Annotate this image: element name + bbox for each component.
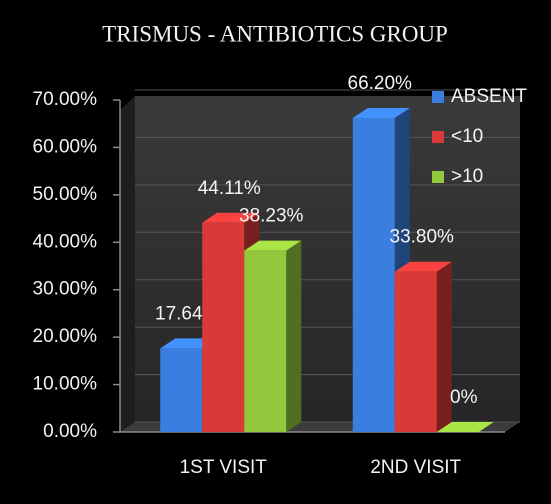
y-tick-label: 70.00% bbox=[33, 89, 98, 110]
y-tick-label: 30.00% bbox=[33, 279, 98, 300]
y-tick-label: 50.00% bbox=[33, 184, 98, 205]
y-tick-label: 10.00% bbox=[33, 374, 98, 395]
legend-label: >10 bbox=[451, 166, 483, 187]
legend-label: ABSENT bbox=[451, 86, 527, 107]
bar-top bbox=[244, 240, 302, 251]
bar-3d bbox=[244, 240, 302, 432]
bar-side bbox=[286, 240, 302, 432]
bar-3d bbox=[352, 108, 410, 432]
bar bbox=[202, 222, 245, 432]
x-tick-label: 2ND VISIT bbox=[370, 457, 461, 478]
bar bbox=[352, 118, 395, 432]
value-label: 38.23% bbox=[239, 206, 304, 227]
bar bbox=[244, 250, 287, 432]
bar-side bbox=[436, 261, 452, 432]
value-label: 0% bbox=[450, 387, 478, 408]
value-label: 44.11% bbox=[198, 178, 261, 199]
y-tick-label: 40.00% bbox=[33, 231, 98, 252]
legend-swatch bbox=[432, 171, 444, 183]
bar-3d bbox=[436, 422, 494, 432]
side-wall bbox=[120, 96, 135, 432]
bar-top bbox=[394, 261, 452, 272]
bar-top bbox=[436, 422, 494, 432]
y-tick-label: 0.00% bbox=[43, 421, 97, 442]
legend-swatch bbox=[432, 91, 444, 103]
legend-label: <10 bbox=[451, 126, 483, 147]
bar-3d bbox=[394, 261, 452, 432]
value-label: 33.80% bbox=[390, 227, 455, 248]
legend-swatch bbox=[432, 131, 444, 143]
bar bbox=[394, 271, 437, 432]
bar-top bbox=[202, 212, 260, 223]
x-tick-label: 1ST VISIT bbox=[180, 457, 268, 478]
y-tick-label: 60.00% bbox=[33, 136, 98, 157]
value-label: 66.20% bbox=[348, 73, 413, 94]
y-tick-label: 20.00% bbox=[33, 326, 98, 347]
bar bbox=[160, 348, 203, 432]
bar-top bbox=[352, 108, 410, 119]
chart-title: TRISMUS - ANTIBIOTICS GROUP bbox=[102, 21, 448, 46]
